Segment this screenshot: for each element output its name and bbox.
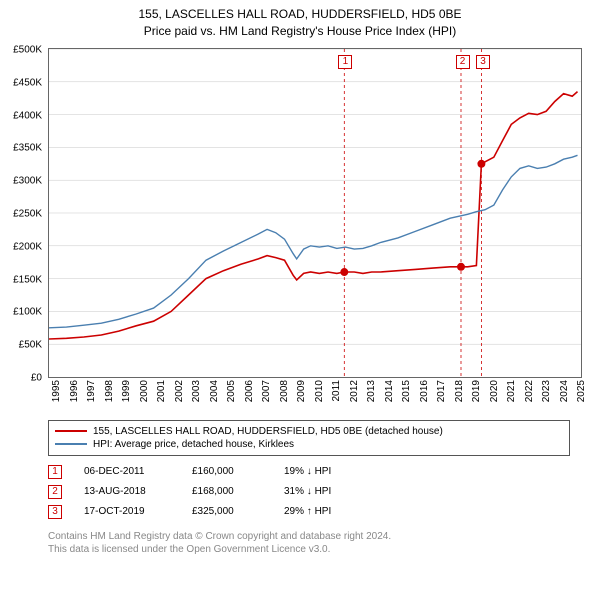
y-axis-labels: £0£50K£100K£150K£200K£250K£300K£350K£400… bbox=[0, 50, 44, 380]
x-tick-label: 1999 bbox=[121, 380, 132, 402]
y-tick-label: £150K bbox=[13, 274, 42, 285]
x-tick-label: 2019 bbox=[471, 380, 482, 402]
x-tick-label: 2005 bbox=[226, 380, 237, 402]
sale-diff: 31% ↓ HPI bbox=[284, 486, 374, 497]
event-badge: 3 bbox=[476, 55, 490, 69]
sale-badge: 3 bbox=[48, 505, 62, 519]
x-tick-label: 2023 bbox=[541, 380, 552, 402]
sale-marker bbox=[477, 159, 485, 167]
sales-table: 1 06-DEC-2011 £160,000 19% ↓ HPI 2 13-AUG-201… bbox=[48, 462, 570, 522]
sale-badge: 2 bbox=[48, 485, 62, 499]
sale-row: 2 13-AUG-2018 £168,000 31% ↓ HPI bbox=[48, 482, 570, 502]
sale-marker bbox=[457, 262, 465, 270]
x-tick-label: 2000 bbox=[139, 380, 150, 402]
x-tick-label: 2021 bbox=[506, 380, 517, 402]
x-tick-label: 2016 bbox=[419, 380, 430, 402]
sale-diff: 29% ↑ HPI bbox=[284, 506, 374, 517]
legend-item: 155, LASCELLES HALL ROAD, HUDDERSFIELD, … bbox=[55, 425, 563, 438]
x-tick-label: 2010 bbox=[314, 380, 325, 402]
x-tick-label: 2002 bbox=[174, 380, 185, 402]
attribution-footer: Contains HM Land Registry data © Crown c… bbox=[48, 530, 570, 556]
sale-date: 17-OCT-2019 bbox=[84, 506, 170, 517]
footer-line2: This data is licensed under the Open Gov… bbox=[48, 543, 570, 556]
sale-marker bbox=[340, 268, 348, 276]
sale-badge: 1 bbox=[48, 465, 62, 479]
y-tick-label: £450K bbox=[13, 77, 42, 88]
y-tick-label: £50K bbox=[19, 340, 42, 351]
x-tick-label: 2018 bbox=[454, 380, 465, 402]
x-tick-label: 2017 bbox=[436, 380, 447, 402]
event-badge: 1 bbox=[338, 55, 352, 69]
x-tick-label: 2020 bbox=[489, 380, 500, 402]
sale-price: £168,000 bbox=[192, 486, 262, 497]
sale-date: 13-AUG-2018 bbox=[84, 486, 170, 497]
x-tick-label: 2003 bbox=[191, 380, 202, 402]
footer-line1: Contains HM Land Registry data © Crown c… bbox=[48, 530, 570, 543]
x-tick-label: 2011 bbox=[331, 380, 342, 402]
chart-title-line2: Price paid vs. HM Land Registry's House … bbox=[0, 23, 600, 40]
x-axis-labels: 1995 1996 1997 1998 1999 2000 2001 2002 2003 2004… bbox=[48, 378, 582, 414]
sale-row: 3 17-OCT-2019 £325,000 29% ↑ HPI bbox=[48, 502, 570, 522]
x-tick-label: 2009 bbox=[296, 380, 307, 402]
series-subject bbox=[49, 91, 578, 338]
x-tick-label: 2015 bbox=[401, 380, 412, 402]
y-tick-label: £350K bbox=[13, 143, 42, 154]
x-tick-label: 2024 bbox=[559, 380, 570, 402]
legend-item: HPI: Average price, detached house, Kirk… bbox=[55, 438, 563, 451]
legend-label: HPI: Average price, detached house, Kirk… bbox=[93, 439, 294, 450]
legend-swatch bbox=[55, 430, 87, 432]
x-tick-label: 2025 bbox=[576, 380, 587, 402]
event-badge: 2 bbox=[456, 55, 470, 69]
x-tick-label: 1995 bbox=[51, 380, 62, 402]
sale-row: 1 06-DEC-2011 £160,000 19% ↓ HPI bbox=[48, 462, 570, 482]
x-tick-label: 2007 bbox=[261, 380, 272, 402]
x-tick-label: 2022 bbox=[524, 380, 535, 402]
x-tick-label: 1998 bbox=[104, 380, 115, 402]
sale-price: £325,000 bbox=[192, 506, 262, 517]
y-tick-label: £250K bbox=[13, 209, 42, 220]
y-tick-label: £300K bbox=[13, 176, 42, 187]
chart-title-line1: 155, LASCELLES HALL ROAD, HUDDERSFIELD, … bbox=[0, 6, 600, 23]
y-tick-label: £500K bbox=[13, 45, 42, 56]
sale-date: 06-DEC-2011 bbox=[84, 466, 170, 477]
y-tick-label: £400K bbox=[13, 110, 42, 121]
y-tick-label: £200K bbox=[13, 241, 42, 252]
x-tick-label: 1996 bbox=[69, 380, 80, 402]
price-chart: 1 23 bbox=[48, 48, 582, 378]
y-tick-label: £0 bbox=[31, 373, 42, 384]
series-hpi bbox=[49, 155, 578, 327]
x-tick-label: 2006 bbox=[244, 380, 255, 402]
x-tick-label: 2001 bbox=[156, 380, 167, 402]
x-tick-label: 2013 bbox=[366, 380, 377, 402]
chart-legend: 155, LASCELLES HALL ROAD, HUDDERSFIELD, … bbox=[48, 420, 570, 456]
x-tick-label: 2004 bbox=[209, 380, 220, 402]
y-tick-label: £100K bbox=[13, 307, 42, 318]
x-tick-label: 2008 bbox=[279, 380, 290, 402]
legend-swatch bbox=[55, 443, 87, 445]
sale-diff: 19% ↓ HPI bbox=[284, 466, 374, 477]
sale-price: £160,000 bbox=[192, 466, 262, 477]
x-tick-label: 1997 bbox=[86, 380, 97, 402]
x-tick-label: 2012 bbox=[349, 380, 360, 402]
x-tick-label: 2014 bbox=[384, 380, 395, 402]
legend-label: 155, LASCELLES HALL ROAD, HUDDERSFIELD, … bbox=[93, 426, 443, 437]
